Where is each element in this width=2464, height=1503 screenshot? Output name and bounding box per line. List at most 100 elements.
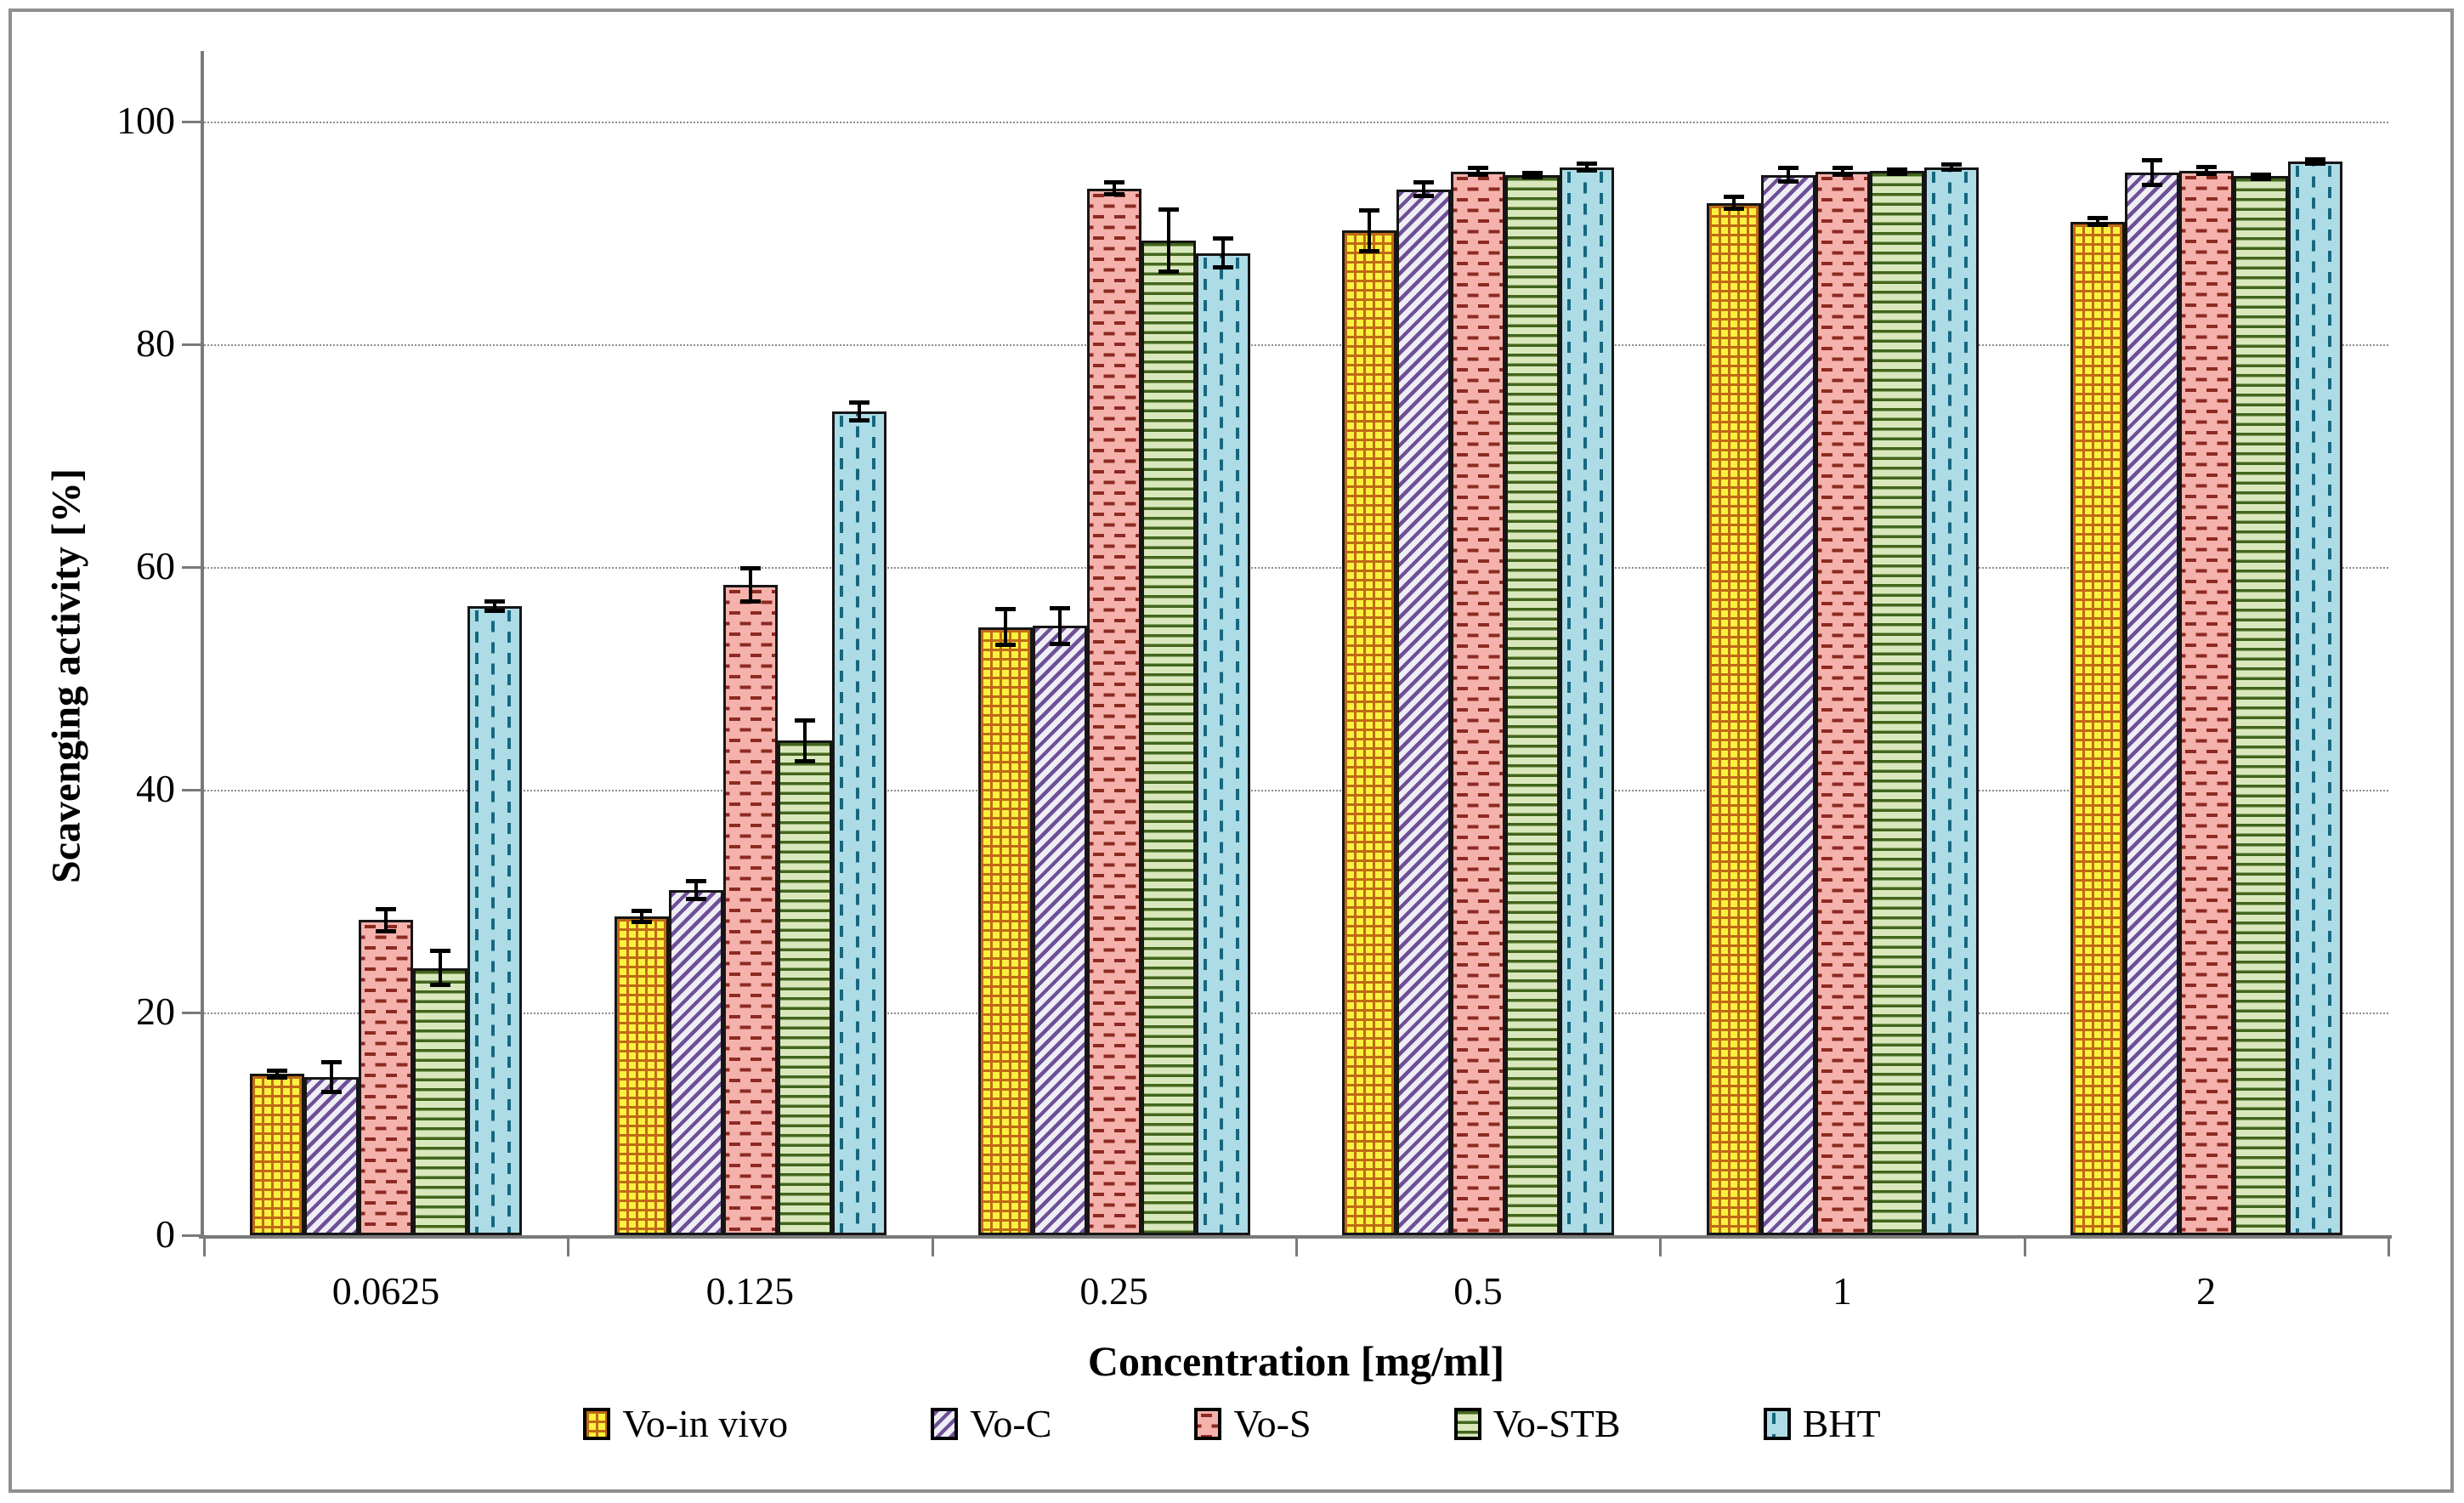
- legend-item-vo-stb: Vo-STB: [1453, 1402, 1621, 1445]
- y-tick-label-100: 100: [116, 99, 175, 142]
- x-axis-tick-2: [931, 1239, 934, 1256]
- x-axis-title: Concentration [mg/ml]: [1087, 1337, 1505, 1385]
- legend-swatch-vo-s-icon: [1194, 1408, 1222, 1440]
- bar-bht-0.5: [1560, 167, 1615, 1235]
- error-bar-vo-c-0.0625: [321, 1060, 343, 1094]
- error-bar-vo-stb-0.5: [1522, 170, 1544, 180]
- y-gridline-40: [204, 790, 2388, 791]
- error-bar-vo-c-1: [1777, 166, 1798, 184]
- y-tick-label-80: 80: [136, 321, 175, 365]
- error-bar-bht-0.0625: [484, 598, 506, 613]
- error-bar-vo-c-0.125: [685, 878, 706, 901]
- error-bar-vo-in-vivo-0.0625: [267, 1068, 288, 1080]
- legend-item-vo-c: Vo-C: [931, 1403, 1051, 1445]
- error-bar-vo-s-0.0625: [376, 906, 397, 933]
- x-category-label-0.5: 0.5: [1453, 1269, 1503, 1313]
- chart-legend: Vo-in vivo Vo-C Vo-S Vo-STB BHT: [0, 1403, 2464, 1445]
- error-bar-vo-s-0.5: [1468, 166, 1489, 178]
- plot-area: [204, 122, 2388, 1235]
- error-bar-vo-in-vivo-0.125: [631, 909, 652, 925]
- bar-vo-c-0.0625: [304, 1076, 360, 1235]
- legend-label: Vo-STB: [1493, 1402, 1621, 1445]
- x-axis-tick-0: [203, 1239, 206, 1256]
- error-bar-vo-c-0.25: [1049, 605, 1070, 646]
- error-bar-vo-in-vivo-0.5: [1359, 208, 1380, 253]
- bar-vo-in-vivo-0.5: [1342, 230, 1397, 1235]
- bar-vo-s-0.0625: [359, 920, 414, 1235]
- bar-bht-0.125: [831, 411, 886, 1235]
- legend-swatch-vo-c-icon: [931, 1408, 959, 1440]
- y-gridline-60: [204, 567, 2388, 569]
- y-tick-label-60: 60: [136, 544, 175, 587]
- bar-vo-stb-0.0625: [413, 967, 468, 1235]
- bar-vo-stb-0.125: [777, 740, 832, 1235]
- legend-label: Vo-in vivo: [622, 1402, 789, 1445]
- x-axis-line: [199, 1235, 2392, 1239]
- bar-vo-in-vivo-0.125: [614, 916, 669, 1235]
- bar-vo-s-1: [1815, 171, 1870, 1235]
- legend-label: BHT: [1802, 1402, 1881, 1445]
- error-bar-vo-stb-2: [2250, 173, 2271, 182]
- y-axis-tick-40: [182, 789, 201, 791]
- x-axis-tick-6: [2388, 1239, 2390, 1256]
- legend-label: Vo-C: [970, 1402, 1052, 1445]
- error-bar-vo-c-2: [2141, 158, 2162, 188]
- bar-vo-c-0.125: [668, 889, 723, 1235]
- bar-vo-s-0.25: [1086, 188, 1141, 1235]
- error-bar-bht-2: [2304, 156, 2325, 167]
- legend-item-bht: BHT: [1763, 1402, 1881, 1445]
- error-bar-vo-stb-0.125: [794, 718, 815, 763]
- error-bar-bht-0.5: [1577, 162, 1598, 173]
- legend-swatch-vo-stb-icon: [1453, 1408, 1481, 1440]
- bar-vo-in-vivo-0.25: [977, 627, 1033, 1235]
- error-bar-vo-in-vivo-2: [2087, 216, 2108, 228]
- y-axis-line: [201, 51, 204, 1238]
- x-category-label-1: 1: [1832, 1269, 1852, 1313]
- y-axis-tick-0: [182, 1234, 201, 1237]
- bar-vo-c-0.5: [1396, 189, 1452, 1235]
- error-bar-vo-s-2: [2195, 165, 2217, 177]
- y-gridline-20: [204, 1012, 2388, 1014]
- y-axis-tick-100: [182, 121, 201, 123]
- bar-vo-s-0.5: [1451, 171, 1506, 1235]
- x-axis-tick-4: [1659, 1239, 1662, 1256]
- error-bar-bht-0.25: [1212, 235, 1233, 270]
- bar-vo-in-vivo-0.0625: [250, 1074, 305, 1235]
- bar-vo-stb-0.5: [1505, 174, 1561, 1235]
- error-bar-vo-in-vivo-1: [1723, 195, 1744, 211]
- legend-item-vo-in-vivo: Vo-in vivo: [583, 1403, 788, 1445]
- x-axis-tick-5: [2023, 1239, 2026, 1256]
- bar-vo-in-vivo-2: [2070, 221, 2125, 1235]
- bar-vo-c-2: [2124, 173, 2179, 1235]
- y-tick-label-40: 40: [136, 767, 175, 810]
- x-category-label-0.25: 0.25: [1079, 1269, 1148, 1313]
- bar-vo-in-vivo-1: [1706, 202, 1761, 1235]
- legend-swatch-bht-icon: [1763, 1408, 1791, 1440]
- error-bar-vo-s-1: [1832, 166, 1853, 178]
- error-bar-vo-stb-1: [1886, 167, 1907, 176]
- x-category-label-0.125: 0.125: [705, 1269, 795, 1313]
- y-gridline-80: [204, 344, 2388, 346]
- bar-bht-0.25: [1195, 252, 1250, 1235]
- y-tick-label-0: 0: [156, 1212, 175, 1256]
- x-category-label-2: 2: [2196, 1269, 2217, 1313]
- y-axis-title: Scavenging activity [%]: [43, 468, 89, 883]
- error-bar-vo-s-0.125: [739, 565, 761, 604]
- error-bar-vo-stb-0.0625: [430, 949, 451, 987]
- error-bar-vo-s-0.25: [1103, 180, 1124, 196]
- bar-vo-stb-1: [1869, 170, 1924, 1235]
- error-bar-vo-c-0.5: [1413, 180, 1435, 199]
- bar-vo-s-0.125: [722, 584, 778, 1235]
- bar-bht-2: [2287, 162, 2342, 1235]
- legend-label: Vo-S: [1233, 1402, 1311, 1445]
- bar-vo-c-1: [1760, 174, 1815, 1235]
- bar-bht-0.0625: [467, 605, 523, 1235]
- bar-vo-stb-0.25: [1141, 241, 1196, 1235]
- error-bar-bht-0.125: [848, 400, 869, 423]
- legend-item-vo-s: Vo-S: [1194, 1403, 1311, 1445]
- y-axis-tick-60: [182, 566, 201, 569]
- error-bar-vo-stb-0.25: [1158, 207, 1179, 275]
- bar-vo-s-2: [2178, 170, 2234, 1235]
- bar-bht-1: [1923, 167, 1979, 1235]
